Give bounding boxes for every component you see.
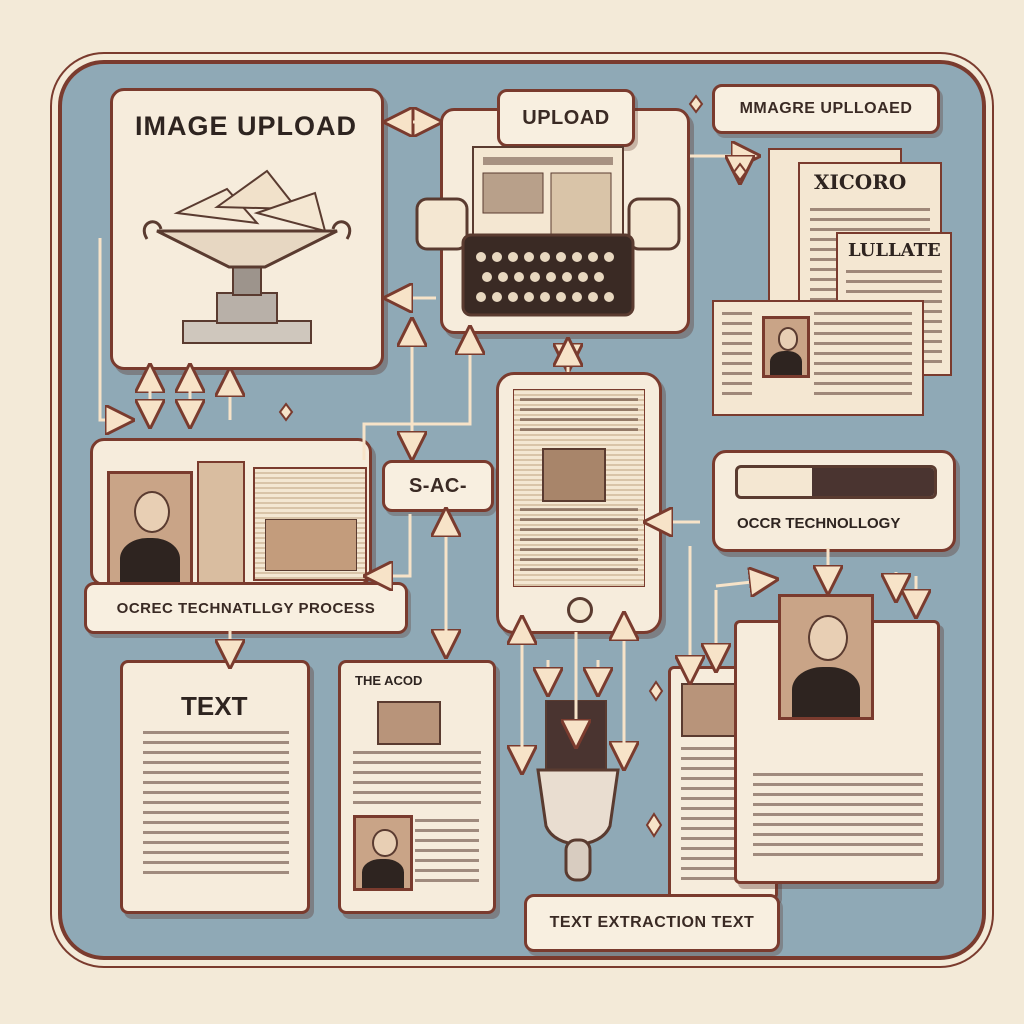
upload-bowl-icon [142, 169, 352, 344]
article-document-title: THE ACOD [355, 673, 423, 688]
text-extraction-label: TEXT EXTRACTION TEXT [524, 894, 780, 952]
text-document-icon: TEXT [120, 660, 310, 914]
tablet-icon [496, 372, 662, 634]
image-upload-title: IMAGE UPLOAD [135, 111, 358, 141]
image-upload-card: IMAGE UPLOAD [110, 88, 384, 370]
ocr-process-label: OCREC TECHNATLLGY PROCESS [84, 582, 408, 634]
file-folder-card [90, 438, 372, 587]
article-document-icon: THE ACOD [338, 660, 496, 914]
sparkle-icon [278, 94, 748, 838]
ocr-technology-card: OCCR TECHNOLLOGY [712, 450, 956, 552]
progress-bar-icon [735, 465, 937, 499]
image-uploaded-label: MMAGRE UPLLOAED [712, 84, 940, 134]
upload-scanner-card: UPLOAD [415, 89, 690, 334]
newspaper-headline-2: LULLATE [848, 240, 941, 261]
text-document-title: TEXT [181, 691, 248, 721]
scanner-typewriter-icon [415, 146, 681, 317]
newspaper-headline-1: XICORO [814, 170, 907, 194]
upload-label: UPLOAD [497, 89, 635, 147]
ocr-technology-label: OCCR TECHNOLLOGY [737, 515, 901, 532]
portrait-document-icon [668, 584, 948, 904]
newspaper-stack-icon: XICORO LULLATE [712, 140, 952, 416]
